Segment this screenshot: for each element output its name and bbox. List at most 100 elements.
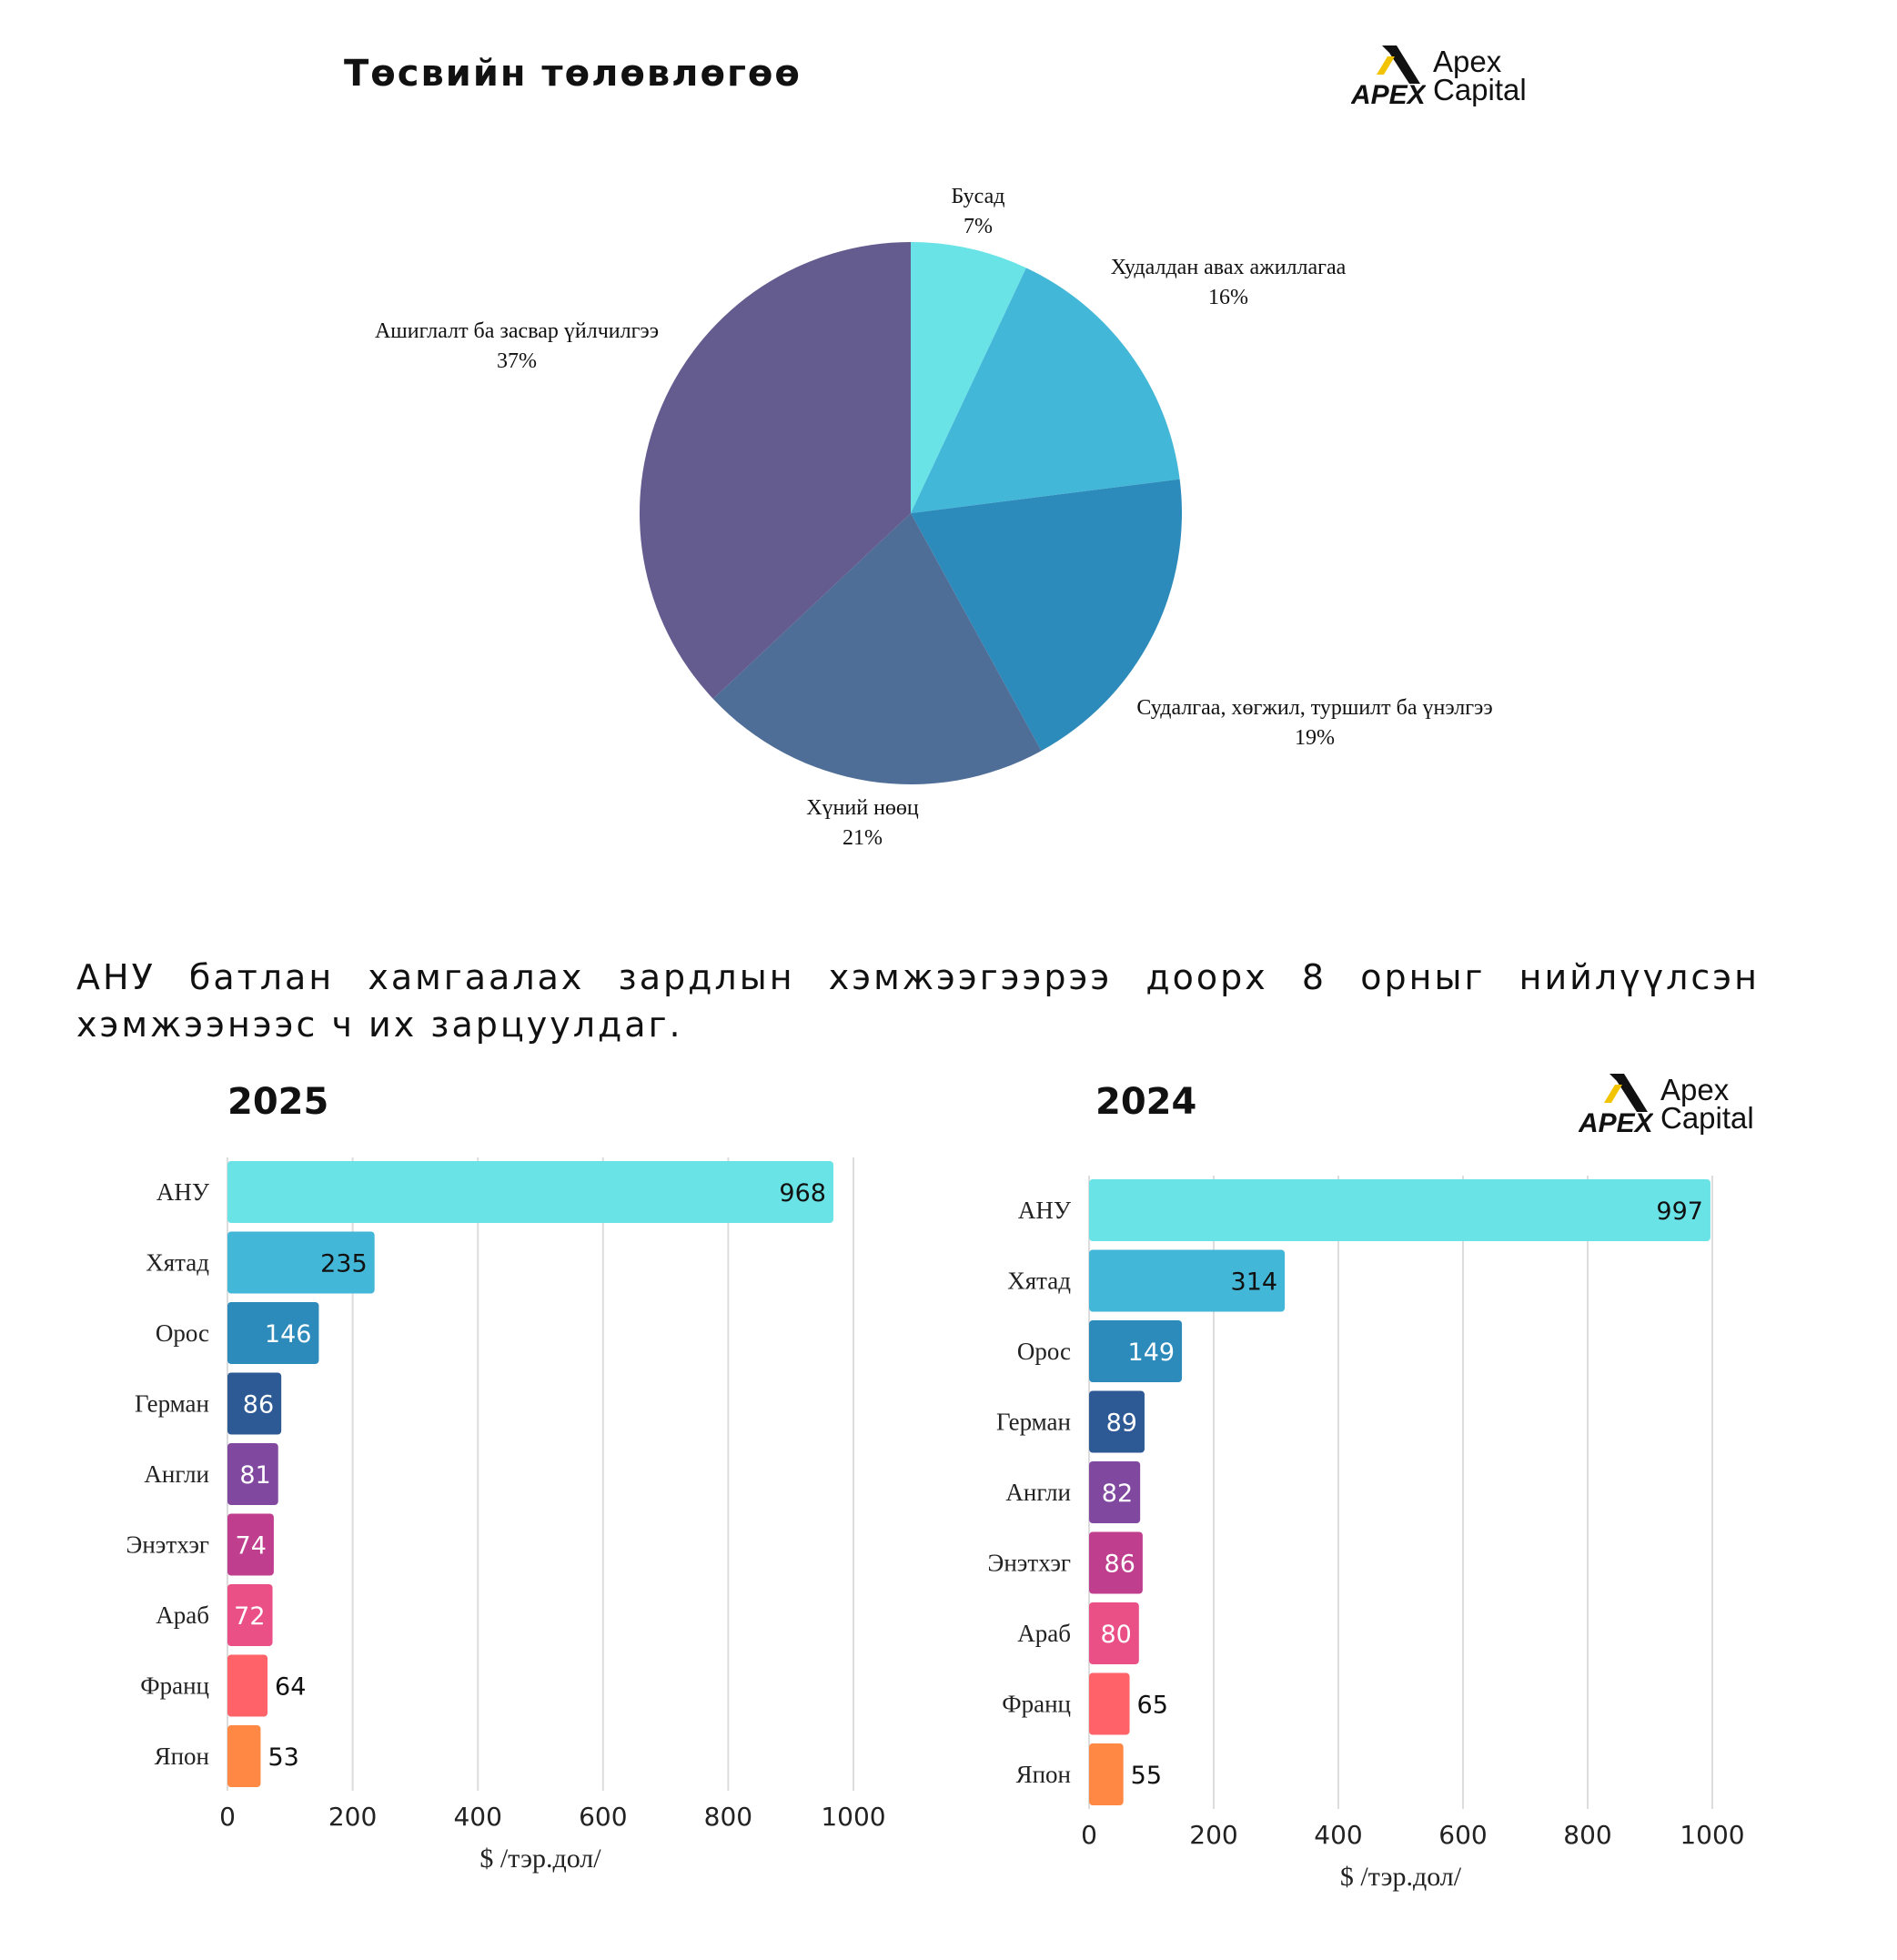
pie-slice-name: Ашиглалт ба засвар үйлчилгээ: [374, 319, 660, 343]
x-tick-label: 0: [1081, 1820, 1097, 1850]
pie-slice-name: Хүний нөөц: [806, 796, 919, 820]
bar-value-label: 53: [267, 1743, 298, 1772]
x-tick-label: 600: [579, 1802, 627, 1832]
bar: [1089, 1320, 1183, 1382]
category-label: АНУ: [1018, 1197, 1072, 1224]
bar: [1089, 1672, 1130, 1735]
bar-value-label: 968: [779, 1179, 826, 1207]
pie-slice-name: Бусад: [951, 185, 1005, 208]
pie-slice: [911, 242, 1026, 513]
category-label: Япон: [1016, 1761, 1071, 1788]
x-axis-title: $ /тэр.дол/: [479, 1844, 601, 1874]
x-tick-label: 800: [704, 1802, 752, 1832]
x-tick-label: 400: [1314, 1820, 1362, 1850]
bar-chart-title: 2025: [227, 1081, 329, 1123]
bar-chart-2024-svg: 0 200 400 600 800 1000 АНУ 997 Хятад 314 Орос 149 Ге…: [988, 1176, 1745, 1892]
bar: [1089, 1179, 1710, 1241]
bar: [1089, 1390, 1145, 1453]
category-label: Англи: [1005, 1479, 1071, 1506]
bar: [1089, 1249, 1286, 1312]
category-label: Араб: [1017, 1620, 1071, 1647]
apex-capital-logo: APEX Apex Capital: [1579, 1072, 1754, 1136]
pie-slice: [911, 479, 1182, 752]
bar-value-label: 72: [234, 1602, 265, 1631]
pie-slice-percent: 21%: [843, 826, 883, 850]
bar-chart-title: 2024: [1095, 1081, 1197, 1123]
bar-chart-2025-svg: 0 200 400 600 800 1000 АНУ 968 Хятад 235 Орос 146 Ге…: [126, 1157, 886, 1874]
statement-text: АНУ батлан хамгаалах зардлын хэмжээгээрэ…: [76, 957, 1760, 1045]
bar-value-label: 997: [1656, 1197, 1703, 1226]
logo-text-capital: Capital: [1660, 1101, 1754, 1135]
category-label: Англи: [144, 1460, 209, 1488]
category-label: Япон: [155, 1743, 209, 1770]
bar-value-label: 89: [1106, 1409, 1137, 1438]
pie-slice-label: Хүний нөөц 21%: [806, 793, 919, 854]
bar-value-label: 80: [1100, 1621, 1131, 1649]
bar: [227, 1231, 375, 1294]
pie-slice-label: Бусад 7%: [952, 182, 1005, 242]
bar: [1089, 1531, 1143, 1594]
x-tick-label: 200: [328, 1802, 377, 1832]
bar-value-label: 55: [1131, 1762, 1162, 1790]
pie-slice-percent: 19%: [1295, 726, 1335, 750]
x-tick-label: 600: [1438, 1820, 1487, 1850]
pie-slice-percent: 7%: [964, 215, 993, 238]
category-label: АНУ: [156, 1178, 210, 1206]
logo-text-apex: Apex: [1660, 1073, 1730, 1106]
category-label: Хятад: [146, 1249, 209, 1277]
bar-value-label: 86: [1105, 1551, 1135, 1579]
pie-slice-label: Ашиглалт ба засвар үйлчилгээ 37%: [375, 317, 659, 377]
bar-chart-2025: 2025 0 200 400 600 800 1000 АНУ 968 Хятад 235 Орос…: [100, 1081, 919, 1900]
bar: [227, 1161, 833, 1223]
bar-value-label: 314: [1231, 1268, 1278, 1297]
apex-logo-icon: APEX: [1579, 1074, 1653, 1136]
x-axis-title: $ /тэр.дол/: [1340, 1862, 1462, 1892]
x-tick-label: 1000: [821, 1802, 885, 1832]
pie-chart-svg: [639, 242, 1182, 784]
bar: [227, 1725, 261, 1787]
x-tick-label: 0: [219, 1802, 236, 1832]
bar-value-label: 149: [1128, 1339, 1176, 1367]
category-label: Энэтхэг: [988, 1550, 1071, 1577]
x-tick-label: 800: [1563, 1820, 1611, 1850]
apex-logo-icon: APEX: [1351, 45, 1426, 107]
x-tick-label: 200: [1189, 1820, 1237, 1850]
pie-slice: [639, 242, 911, 699]
bar-value-label: 86: [243, 1391, 274, 1419]
x-tick-label: 400: [453, 1802, 501, 1832]
bar: [1089, 1461, 1141, 1523]
bar-value-label: 64: [275, 1673, 306, 1702]
svg-text:APEX: APEX: [1579, 1108, 1653, 1136]
svg-text:APEX: APEX: [1351, 80, 1426, 107]
bar-value-label: 81: [239, 1461, 270, 1490]
bar-chart-2024: 2024 0 200 400 600 800 1000 АНУ 997 Хятад 314 Орос…: [964, 1081, 1783, 1918]
pie-slice: [911, 268, 1180, 513]
category-label: Орос: [1017, 1338, 1071, 1365]
bar-value-label: 235: [320, 1250, 368, 1278]
bar-value-label: 74: [236, 1532, 267, 1561]
logo-text-apex: Apex: [1433, 45, 1502, 78]
category-label: Герман: [135, 1390, 209, 1418]
category-label: Франц: [1002, 1691, 1071, 1718]
pie-slice: [712, 513, 1042, 784]
category-label: Араб: [156, 1601, 209, 1629]
bar-value-label: 146: [265, 1320, 312, 1349]
pie-slice-name: Судалгаа, хөгжил, туршилт ба үнэлгээ: [1136, 696, 1493, 720]
pie-slice-percent: 37%: [497, 349, 537, 373]
pie-slice-label: Судалгаа, хөгжил, туршилт ба үнэлгээ 19%: [1136, 693, 1492, 753]
bar: [227, 1443, 278, 1505]
pie-slice-label: Худалдан авах ажиллагаа 16%: [1111, 253, 1347, 313]
bar: [227, 1372, 282, 1435]
bar: [227, 1513, 274, 1576]
logo-text-capital: Capital: [1433, 73, 1527, 106]
bar: [227, 1584, 273, 1646]
bar: [227, 1654, 268, 1717]
pie-slice-percent: 16%: [1208, 286, 1248, 309]
category-label: Герман: [996, 1409, 1071, 1436]
pie-chart-title: Төсвийн төлөвлөгөө: [344, 53, 802, 95]
apex-capital-logo: APEX Apex Capital: [1351, 44, 1527, 107]
bar-value-label: 82: [1102, 1480, 1133, 1508]
category-label: Хятад: [1007, 1268, 1071, 1295]
pie-slice-name: Худалдан авах ажиллагаа: [1110, 256, 1347, 279]
x-tick-label: 1000: [1680, 1820, 1744, 1850]
